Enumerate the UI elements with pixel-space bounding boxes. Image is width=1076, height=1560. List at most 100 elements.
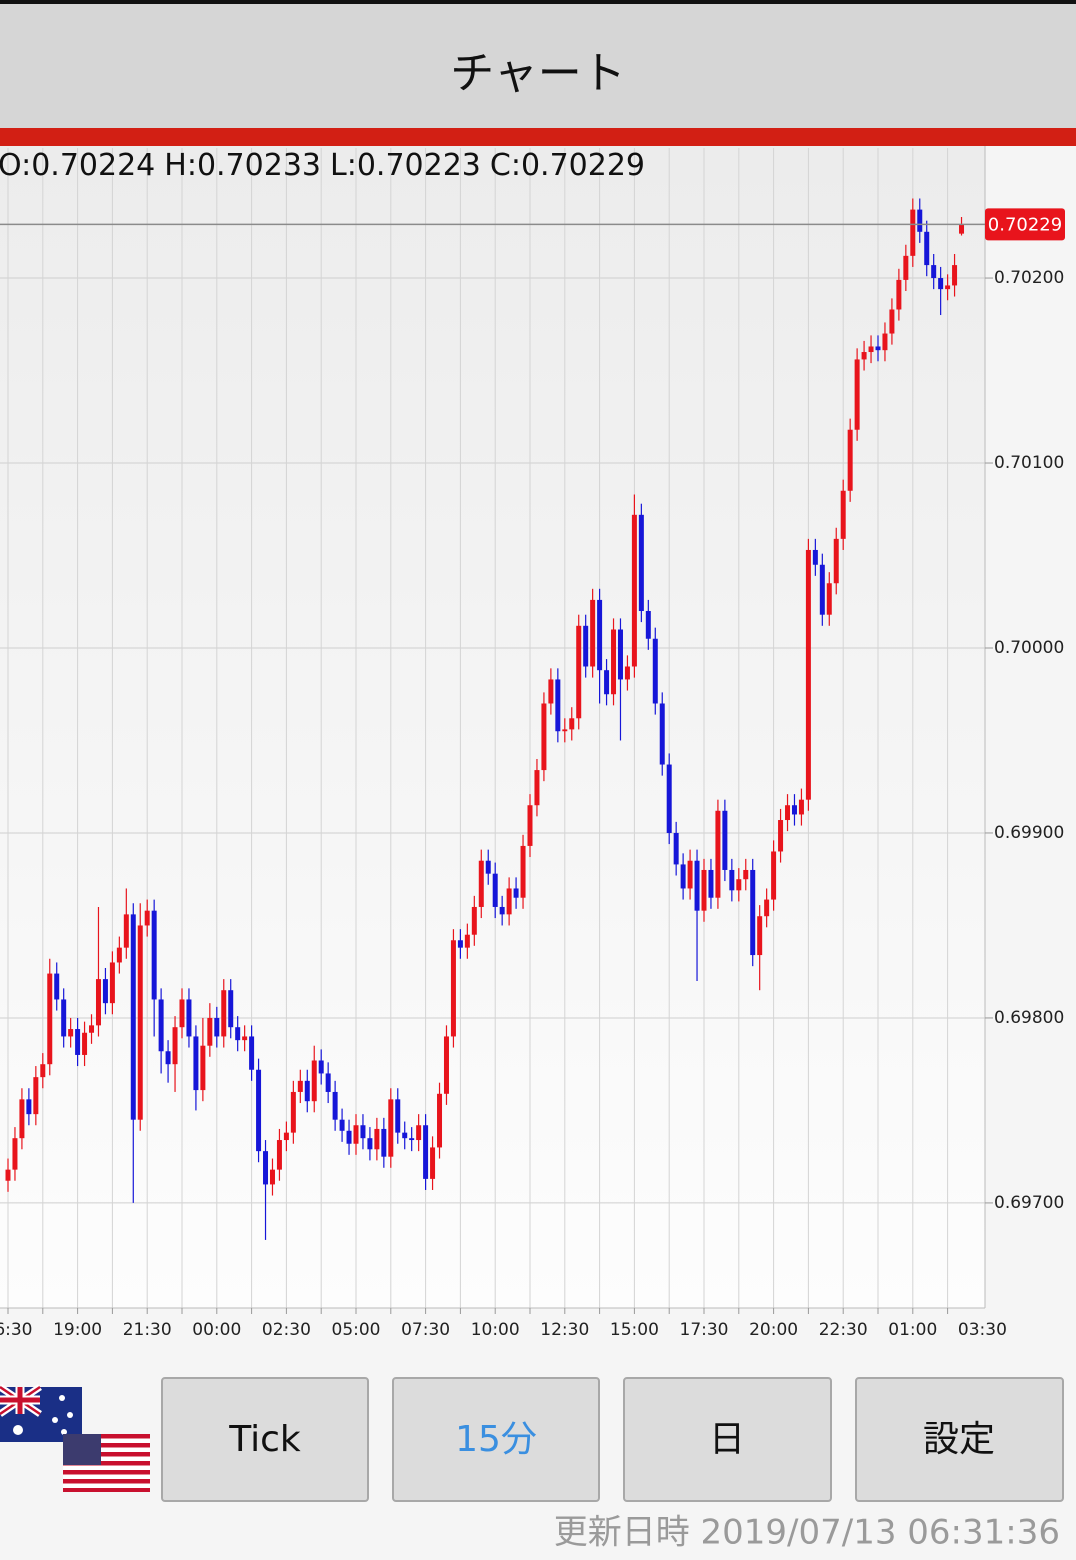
candle-body — [945, 285, 951, 290]
candle-body — [652, 638, 658, 704]
ohlc-key: H: — [164, 148, 197, 183]
candle-body — [938, 278, 944, 290]
candle-body — [527, 805, 533, 846]
candle-body — [541, 703, 547, 771]
candle-body — [82, 1032, 88, 1055]
candle-body — [283, 1132, 289, 1141]
candle-body — [819, 564, 825, 615]
candle-body — [910, 209, 916, 256]
tick-button[interactable]: Tick — [161, 1377, 369, 1502]
candle-body — [687, 860, 693, 889]
candle-body — [597, 599, 603, 671]
candle-body — [722, 810, 728, 870]
button-label: 15分 — [455, 1419, 537, 1460]
candle-body — [416, 1125, 422, 1141]
status-line — [0, 0, 1076, 4]
candle-body — [423, 1125, 429, 1179]
candle-body — [89, 1025, 95, 1033]
candle-body — [395, 1099, 401, 1133]
candle-body — [102, 979, 108, 1004]
top-bar — [0, 0, 1076, 128]
candle-body — [318, 1060, 324, 1074]
timeframe-buttons: Tick 15分 日 設定 — [161, 1377, 1064, 1502]
candle-body — [165, 1051, 171, 1065]
candle-body — [743, 869, 749, 880]
ohlc-readout: O:0.70224 H:0.70233 L:0.70223 C:0.70229 — [0, 148, 645, 183]
candle-body — [290, 1091, 296, 1133]
candle-body — [924, 231, 930, 266]
candle-body — [861, 352, 867, 360]
candle-body — [534, 770, 540, 806]
screen-title: チャート — [450, 48, 626, 99]
x-tick-label: 12:30 — [540, 1320, 589, 1340]
candle-body — [437, 1093, 443, 1148]
x-tick-label: 01:00 — [888, 1320, 937, 1340]
candle-body — [868, 346, 874, 353]
candle-body — [269, 1169, 275, 1185]
candle-body — [95, 979, 101, 1026]
ohlc-key: L: — [330, 148, 357, 183]
candle-body — [116, 947, 122, 963]
candle-body — [19, 1099, 25, 1139]
candle-body — [304, 1080, 310, 1102]
candle-body — [242, 1036, 248, 1041]
button-label: Tick — [228, 1419, 301, 1460]
candle-body — [638, 514, 644, 612]
candle-body — [764, 899, 770, 917]
last-price-tag — [985, 208, 1065, 241]
candle-body — [464, 934, 470, 948]
candle-body — [611, 629, 617, 695]
candle-body — [443, 1036, 449, 1094]
candle-body — [325, 1073, 331, 1092]
settings-button[interactable]: 設定 — [855, 1377, 1064, 1502]
candle-body — [381, 1128, 387, 1157]
candle-body — [193, 1036, 199, 1091]
x-tick-label: 19:00 — [53, 1320, 102, 1340]
y-tick-label: 0.70200 — [994, 268, 1064, 288]
x-tick-label: 02:30 — [262, 1320, 311, 1340]
candle-body — [367, 1138, 373, 1150]
candle-body — [917, 209, 923, 232]
last-price-label: 0.70229 — [988, 214, 1062, 235]
candle-body — [144, 910, 150, 926]
candle-body — [68, 1029, 74, 1037]
candles — [5, 198, 965, 1240]
candle-body — [137, 925, 143, 1120]
candle-body — [339, 1119, 345, 1131]
candle-body — [276, 1140, 282, 1170]
candle-body — [109, 962, 115, 1004]
candle-body — [778, 820, 784, 852]
candle-body — [492, 873, 498, 907]
candle-body — [388, 1099, 394, 1157]
candle-body — [214, 1017, 220, 1037]
button-label: 設定 — [923, 1419, 995, 1460]
candle-body — [931, 265, 937, 279]
candle-body — [228, 990, 234, 1028]
candle-body — [680, 864, 686, 889]
day-button[interactable]: 日 — [623, 1377, 832, 1502]
candle-body — [701, 869, 707, 911]
candle-body — [952, 265, 958, 286]
candle-body — [485, 860, 491, 874]
15min-button[interactable]: 15分 — [392, 1377, 600, 1502]
candle-body — [263, 1151, 269, 1185]
candle-body — [249, 1036, 255, 1070]
candle-body — [221, 990, 227, 1037]
candle-body — [694, 860, 700, 911]
candle-body — [555, 679, 561, 732]
candle-body — [959, 224, 965, 234]
candle-body — [33, 1077, 39, 1115]
x-tick-label: 03:30 — [958, 1320, 1007, 1340]
candle-body — [548, 679, 554, 704]
candle-body — [207, 1017, 213, 1046]
candle-body — [402, 1132, 408, 1139]
candle-body — [353, 1125, 359, 1144]
candle-body — [576, 625, 582, 719]
candle-body — [256, 1069, 262, 1152]
candle-body — [791, 805, 797, 815]
candle-body — [771, 851, 777, 900]
candle-body — [172, 1027, 178, 1065]
candle-body — [736, 879, 742, 891]
candle-body — [5, 1169, 11, 1181]
